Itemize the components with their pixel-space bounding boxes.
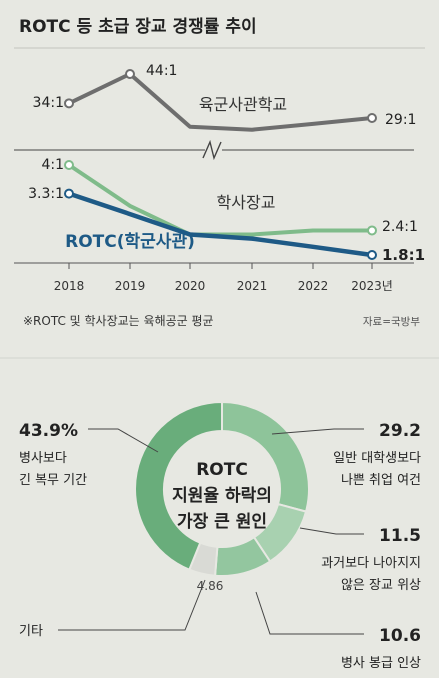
slice-label: 기타	[19, 624, 43, 639]
data-point	[367, 225, 377, 236]
data-label: 4:1	[41, 157, 64, 173]
source-note: 자료=국방부	[363, 316, 420, 328]
slice-label: 병사 봉급 인상	[341, 656, 421, 671]
data-label: 3.3:1	[28, 186, 64, 202]
slice-label: 나쁜 취업 여건	[341, 473, 421, 488]
data-point	[64, 98, 74, 109]
data-label: 34:1	[33, 95, 64, 111]
data-label: 29:1	[385, 112, 416, 128]
series-line	[66, 191, 375, 258]
series-name-label: 육군사관학교	[199, 95, 287, 114]
callout-leader	[88, 428, 159, 453]
data-label: 1.8:1	[382, 246, 425, 264]
data-point	[367, 113, 377, 123]
x-tick-label: 2023년	[351, 279, 393, 293]
slice-value: 43.9%	[19, 421, 78, 441]
data-point	[125, 69, 135, 79]
data-label: 2.4:1	[382, 219, 418, 235]
donut-slice	[134, 400, 223, 571]
callout-leader	[255, 591, 364, 635]
series-name-label: ROTC(학군사관)	[65, 232, 195, 252]
slice-value: 10.6	[379, 626, 421, 646]
x-tick-label: 2021	[237, 279, 268, 293]
data-point	[367, 250, 377, 260]
callout-leader	[271, 428, 364, 435]
donut-center-title: 지원율 하락의	[172, 486, 272, 506]
chart-note: ※ROTC 및 학사장교는 육해공군 평균	[23, 314, 214, 328]
callout-leader	[299, 527, 364, 535]
chart-title: ROTC 등 초급 장교 경쟁률 추이	[19, 17, 257, 37]
series-line	[67, 72, 374, 132]
slice-label: 병사보다	[19, 451, 67, 466]
slice-value: 29.2	[379, 421, 421, 441]
slice-label: 일반 대학생보다	[333, 451, 421, 466]
data-label: 44:1	[146, 63, 177, 79]
donut-center-title: 가장 큰 원인	[177, 512, 267, 532]
slice-label: 과거보다 나아지지	[321, 556, 421, 571]
x-tick-label: 2019	[115, 279, 146, 293]
slice-label: 않은 장교 위상	[341, 578, 421, 593]
axis-break	[14, 139, 414, 161]
slice-value: 11.5	[379, 526, 421, 546]
slice-label: 긴 복무 기간	[19, 473, 87, 488]
donut-center-title: ROTC	[196, 460, 248, 480]
x-tick-label: 2022	[298, 279, 329, 293]
callout-leader	[58, 579, 206, 631]
series-name-label: 학사장교	[217, 193, 276, 212]
x-tick-label: 2020	[175, 279, 206, 293]
data-point	[64, 160, 74, 170]
x-tick-label: 2018	[54, 279, 85, 293]
data-point	[64, 188, 74, 199]
slice-value: 4.86	[197, 579, 224, 593]
